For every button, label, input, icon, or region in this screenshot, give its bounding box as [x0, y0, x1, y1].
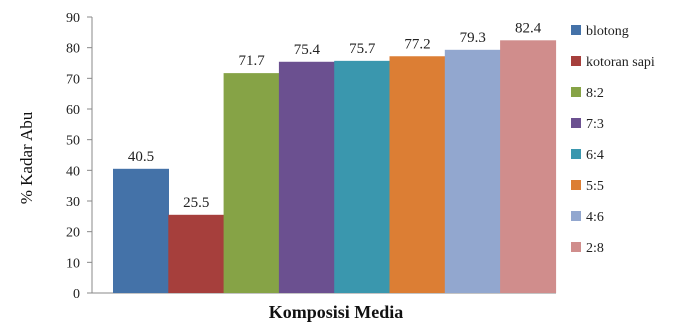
y-axis: 0 10 20 30 40 50 60 70 80 90	[66, 11, 556, 302]
legend-label: 7:3	[586, 117, 604, 132]
bar-5-5	[389, 56, 446, 294]
y-tick-label: 70	[66, 72, 80, 87]
bar-6-4	[334, 60, 391, 293]
bar-7-3	[278, 61, 335, 294]
data-label: 25.5	[183, 195, 209, 211]
bar-kotoran-sapi	[168, 214, 225, 293]
data-label: 71.7	[238, 53, 265, 69]
data-label: 40.5	[128, 149, 154, 165]
legend-swatch	[571, 211, 581, 221]
legend-label: kotoran sapi	[586, 55, 655, 70]
legend-label: 2:8	[586, 241, 604, 256]
data-label: 77.2	[404, 36, 430, 52]
data-label: 75.4	[294, 42, 321, 58]
legend-swatch	[571, 25, 581, 35]
bar-2-8	[500, 40, 557, 293]
y-tick-label: 40	[66, 164, 80, 179]
y-tick-label: 80	[66, 42, 80, 57]
legend-swatch	[571, 242, 581, 252]
x-axis-title: Komposisi Media	[269, 302, 404, 322]
y-tick-label: 30	[66, 195, 80, 210]
y-tick-label: 10	[66, 256, 80, 271]
bars	[113, 40, 557, 294]
bar-blotong	[113, 168, 169, 293]
legend-swatch	[571, 180, 581, 190]
y-axis-title: % Kadar Abu	[17, 111, 36, 204]
bar-4-6	[444, 49, 501, 294]
legend-swatch	[571, 87, 581, 97]
data-label: 82.4	[515, 20, 542, 36]
data-label: 79.3	[460, 30, 486, 46]
y-tick-label: 20	[66, 226, 80, 241]
legend-label: 5:5	[586, 179, 604, 194]
y-tick-label: 50	[66, 134, 80, 149]
legend: blotong kotoran sapi 8:2 7:3 6:4 5:5 4:6 2:8	[571, 24, 655, 256]
legend-swatch	[571, 56, 581, 66]
legend-label: 4:6	[586, 210, 604, 225]
data-label: 75.7	[349, 41, 376, 57]
y-tick-label: 60	[66, 103, 80, 118]
legend-label: 8:2	[586, 86, 604, 101]
data-labels: 40.5 25.5 71.7 75.4 75.7 77.2 79.3 82.4	[128, 20, 542, 210]
legend-swatch	[571, 118, 581, 128]
legend-swatch	[571, 149, 581, 159]
y-tick-label: 90	[66, 11, 80, 26]
bar-8-2	[223, 73, 280, 294]
y-tick-label: 0	[73, 287, 80, 302]
legend-label: 6:4	[586, 148, 604, 163]
legend-label: blotong	[586, 24, 629, 39]
